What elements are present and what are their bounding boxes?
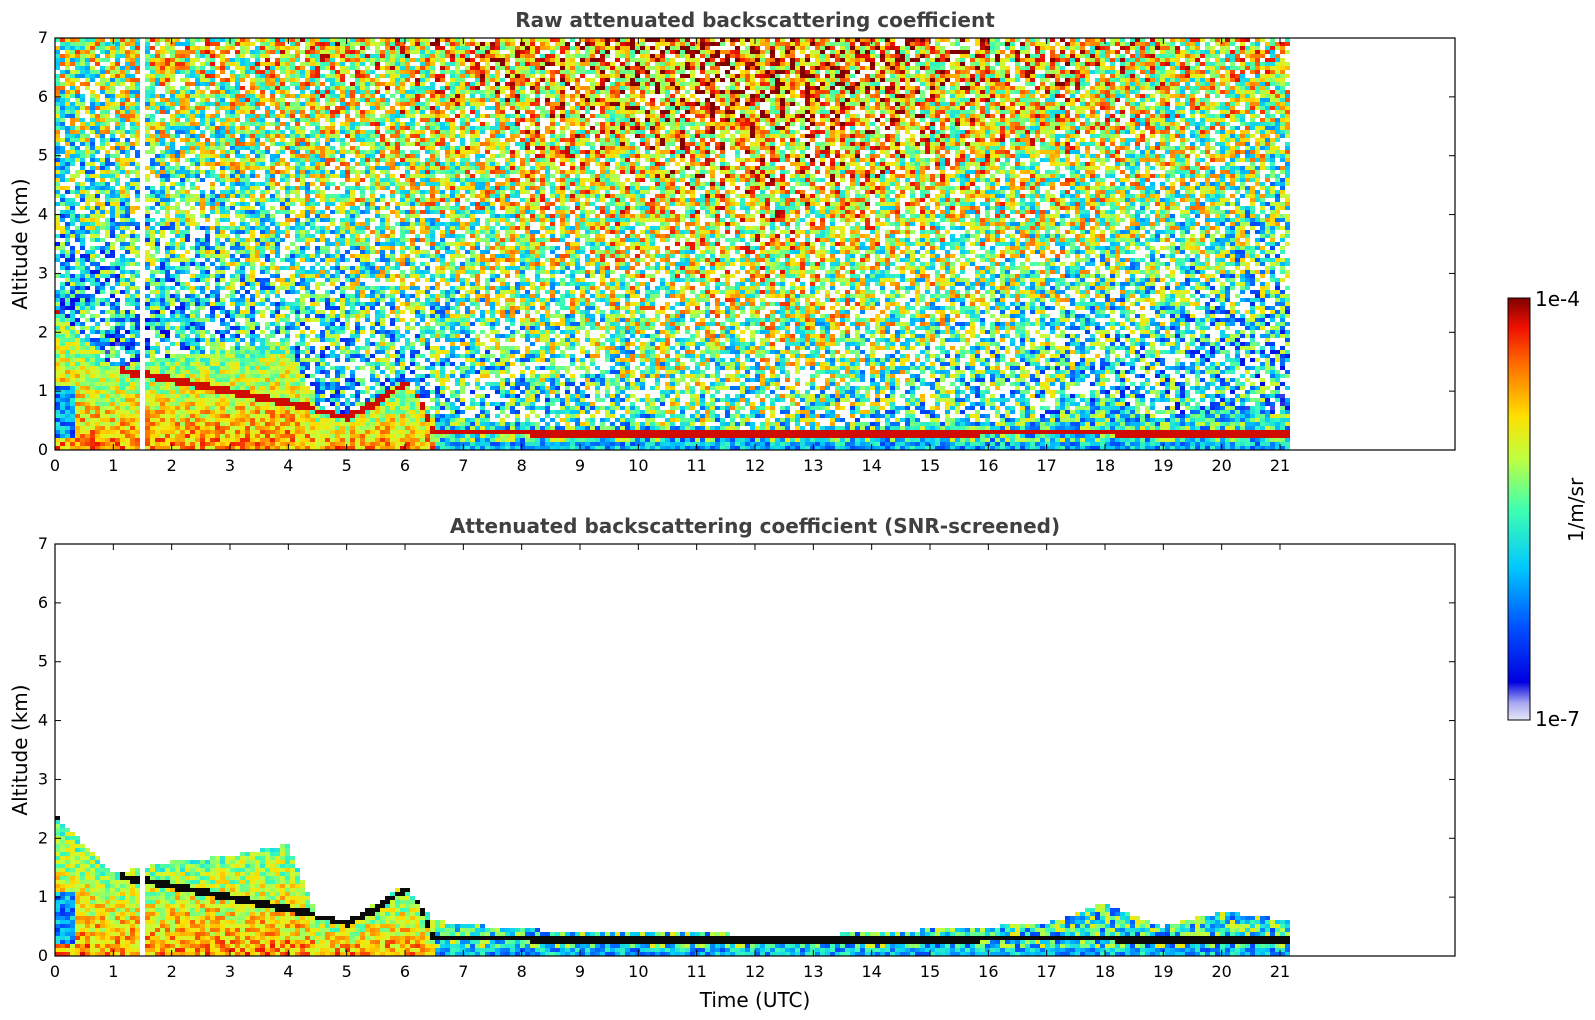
y-tick-label: 4 xyxy=(38,711,48,730)
panel-raw-heatmap xyxy=(55,38,1455,450)
colorbar-gradient xyxy=(1507,297,1531,721)
x-tick-label: 19 xyxy=(1153,456,1173,475)
x-tick-label: 9 xyxy=(575,456,585,475)
panel-screened-ylabel: Altitude (km) xyxy=(8,684,32,815)
x-tick-label: 1 xyxy=(108,456,118,475)
x-tick-label: 20 xyxy=(1211,456,1231,475)
x-tick-label: 5 xyxy=(342,456,352,475)
y-tick-label: 4 xyxy=(38,205,48,224)
x-tick-label: 9 xyxy=(575,962,585,981)
x-tick-label: 10 xyxy=(628,962,648,981)
x-tick-label: 3 xyxy=(225,456,235,475)
y-tick-label: 1 xyxy=(38,887,48,906)
x-tick-label: 14 xyxy=(861,456,881,475)
x-tick-label: 8 xyxy=(517,456,527,475)
y-tick-label: 0 xyxy=(38,946,48,965)
x-tick-label: 4 xyxy=(283,962,293,981)
heatmap-raster xyxy=(55,38,1455,450)
x-tick-label: 2 xyxy=(167,962,177,981)
x-tick-label: 5 xyxy=(342,962,352,981)
panel-raw-title: Raw attenuated backscattering coefficien… xyxy=(515,8,995,32)
panel-raw: Raw attenuated backscattering coefficien… xyxy=(8,8,1456,475)
x-tick-label: 0 xyxy=(50,962,60,981)
y-tick-label: 7 xyxy=(38,534,48,553)
x-tick-label: 8 xyxy=(517,962,527,981)
x-tick-label: 15 xyxy=(920,962,940,981)
x-tick-label: 21 xyxy=(1270,962,1290,981)
x-tick-label: 19 xyxy=(1153,962,1173,981)
x-tick-label: 6 xyxy=(400,456,410,475)
x-tick-label: 13 xyxy=(803,962,823,981)
y-tick-label: 7 xyxy=(38,28,48,47)
colorbar-unit-label: 1/m/sr xyxy=(1564,477,1588,542)
x-tick-label: 3 xyxy=(225,962,235,981)
x-tick-label: 4 xyxy=(283,456,293,475)
x-tick-label: 15 xyxy=(920,456,940,475)
x-tick-label: 12 xyxy=(745,962,765,981)
x-tick-label: 20 xyxy=(1211,962,1231,981)
panel-screened-title: Attenuated backscattering coefficient (S… xyxy=(450,514,1060,538)
y-tick-label: 2 xyxy=(38,322,48,341)
y-tick-label: 0 xyxy=(38,440,48,459)
x-tick-label: 12 xyxy=(745,456,765,475)
y-tick-label: 2 xyxy=(38,828,48,847)
x-tick-label: 6 xyxy=(400,962,410,981)
panel-screened-heatmap xyxy=(55,544,1455,956)
x-tick-label: 17 xyxy=(1036,456,1056,475)
y-tick-label: 3 xyxy=(38,263,48,282)
panel-screened-axes: 0 1 2 3 4 5 6 7 8 9 10 11 12 13 14 15 16 17 18 19 20 21012345… xyxy=(38,534,1455,981)
colorbar-max-label: 1e-4 xyxy=(1535,287,1580,311)
panel-raw-ylabel: Altitude (km) xyxy=(8,178,32,309)
y-tick-label: 5 xyxy=(38,146,48,165)
x-tick-label: 14 xyxy=(861,962,881,981)
x-tick-label: 16 xyxy=(978,456,998,475)
colorbar-min-label: 1e-7 xyxy=(1535,707,1580,731)
panel-screened-xlabel: Time (UTC) xyxy=(699,988,811,1012)
x-tick-label: 2 xyxy=(167,456,177,475)
x-tick-label: 21 xyxy=(1270,456,1290,475)
y-tick-label: 6 xyxy=(38,87,48,106)
y-tick-label: 6 xyxy=(38,593,48,612)
y-tick-label: 1 xyxy=(38,381,48,400)
x-tick-label: 16 xyxy=(978,962,998,981)
x-tick-label: 18 xyxy=(1095,456,1115,475)
x-tick-label: 13 xyxy=(803,456,823,475)
x-tick-label: 7 xyxy=(458,456,468,475)
x-tick-label: 7 xyxy=(458,962,468,981)
x-tick-label: 11 xyxy=(686,456,706,475)
x-tick-label: 18 xyxy=(1095,962,1115,981)
panel-screened: Attenuated backscattering coefficient (S… xyxy=(8,514,1456,1012)
panel-raw-axes: 0 1 2 3 4 5 6 7 8 9 10 11 12 13 14 15 16 17 18 19 20 21012345… xyxy=(38,28,1455,475)
heatmap-raster xyxy=(55,544,1455,956)
x-tick-label: 17 xyxy=(1036,962,1056,981)
x-tick-label: 0 xyxy=(50,456,60,475)
x-tick-label: 10 xyxy=(628,456,648,475)
y-tick-label: 3 xyxy=(38,769,48,788)
x-tick-label: 1 xyxy=(108,962,118,981)
y-tick-label: 5 xyxy=(38,652,48,671)
colorbar: 1e-4 1e-7 1/m/sr xyxy=(1507,287,1588,731)
x-tick-label: 11 xyxy=(686,962,706,981)
